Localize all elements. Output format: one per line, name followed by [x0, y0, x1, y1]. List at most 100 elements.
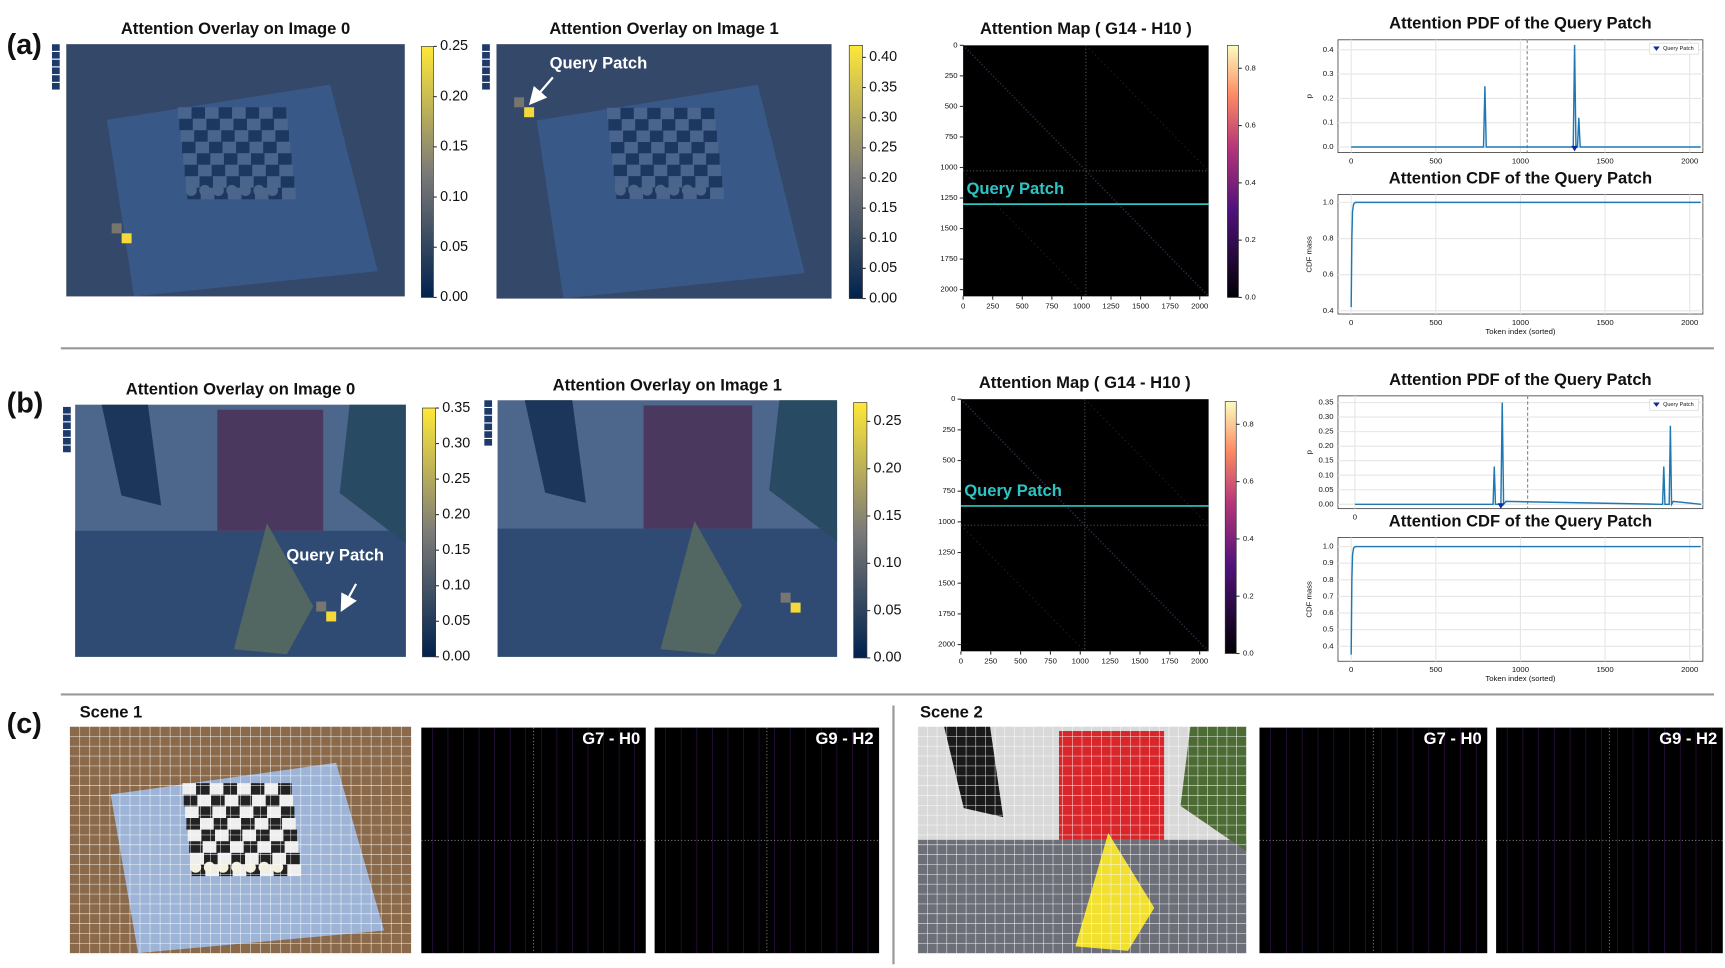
colorbar-tick-label: 0.25: [869, 140, 897, 156]
board-square: [231, 852, 246, 865]
colorbar-tick-label: 0.0: [1245, 292, 1256, 301]
x-tick-label: 1000: [1512, 665, 1529, 674]
image-token-strip: [482, 51, 490, 59]
x-tick-label: 1000: [1512, 156, 1529, 165]
x-tick-label: 1500: [1596, 318, 1613, 327]
y-axis-label: p: [1304, 450, 1313, 454]
y-tick-label: 0.6: [1323, 270, 1334, 279]
board-square: [287, 864, 302, 877]
colorbar: [853, 402, 868, 659]
colorbar-tick-label: 0.4: [1245, 178, 1256, 187]
board-square: [280, 806, 295, 819]
panel-label: (c): [7, 708, 42, 740]
colorbar-tick-label: 0.40: [869, 49, 897, 65]
board-square: [228, 829, 243, 842]
plot-area: [1337, 395, 1704, 510]
board-square: [204, 852, 218, 865]
series-line: [1351, 44, 1701, 148]
colorbar-tick-label: 0.6: [1245, 121, 1256, 130]
colorbar-tick-label: 0.4: [1243, 534, 1254, 543]
image-token-strip: [482, 59, 490, 67]
colorbar-tick-label: 0.20: [869, 170, 897, 186]
image-token-strip: [51, 44, 60, 51]
y-tick-label: 500: [945, 101, 958, 110]
y-tick-label: 0: [951, 394, 955, 403]
board-square: [283, 829, 298, 842]
scene-title: Scene 2: [920, 703, 983, 722]
y-tick-label: 1.0: [1323, 197, 1334, 206]
colorbar: [1224, 401, 1237, 654]
x-tick-label: 1000: [1072, 656, 1089, 665]
y-tick-label: 0.7: [1323, 591, 1334, 600]
board-square: [278, 783, 292, 795]
colorbar: [848, 45, 863, 299]
colorbar-tick-label: 0.20: [442, 506, 470, 522]
colorbar-tick-label: 0.0: [1243, 649, 1254, 658]
legend-label: Query Patch: [1663, 46, 1694, 52]
image-token-strip: [484, 415, 493, 423]
y-tick-label: 1000: [940, 163, 957, 172]
y-tick-label: 250: [942, 425, 955, 434]
annotation-arrow: [340, 583, 358, 613]
colorbar: [422, 407, 437, 658]
series-line: [1350, 545, 1701, 655]
board-square: [268, 818, 283, 830]
annotation: Query Patch: [550, 54, 648, 73]
x-tick-label: 0: [1353, 513, 1357, 522]
piece: [190, 861, 202, 873]
board-square: [197, 794, 212, 807]
image-token-strip: [63, 406, 71, 414]
colorbar-tick-label: 0.05: [874, 602, 902, 618]
y-tick-label: 0.35: [1318, 398, 1333, 407]
board-square: [253, 806, 268, 819]
y-tick-label: 0.5: [1323, 625, 1334, 634]
y-tick-label: 0.25: [1318, 427, 1333, 436]
board-square: [267, 806, 281, 819]
board-square: [230, 841, 244, 853]
diagonal: [1085, 44, 1210, 172]
board-square: [227, 818, 242, 830]
colorbar-tick-label: 0.15: [442, 542, 470, 558]
chart-title: Attention Overlay on Image 1: [549, 19, 778, 38]
x-tick-label: 0: [959, 656, 963, 665]
board-square: [186, 818, 201, 830]
image-token-strip: [484, 408, 493, 415]
query-patch: [326, 611, 337, 622]
colorbar-tick-label: 0.25: [442, 471, 470, 487]
board-square: [284, 841, 299, 853]
board-square: [202, 841, 217, 853]
colorbar-tick-label: 0.05: [869, 260, 897, 276]
x-tick-label: 500: [1429, 156, 1442, 165]
image-token-strip: [482, 82, 490, 90]
x-tick-label: 1500: [1596, 156, 1613, 165]
board-square: [224, 794, 239, 807]
board-square: [279, 794, 294, 807]
colorbar-tick-label: 0.00: [442, 649, 470, 665]
query-patch: [316, 601, 327, 612]
colorbar-tick-label: 0.15: [440, 139, 468, 155]
y-tick-label: 2000: [940, 285, 957, 294]
colorbar-tick-label: 0.2: [1243, 591, 1254, 600]
x-tick-label: 2000: [1681, 318, 1698, 327]
image-token-strip: [51, 59, 60, 67]
board-square: [269, 829, 284, 842]
board-square: [209, 783, 224, 795]
head-label: G7 - H0: [1424, 729, 1482, 748]
query-patch: [111, 223, 122, 234]
y-tick-label: 0.8: [1323, 575, 1334, 584]
image-token-strip: [51, 75, 60, 82]
piece: [217, 861, 229, 873]
image-token-strip: [482, 75, 490, 82]
x-tick-label: 500: [1429, 318, 1442, 327]
query-patch: [121, 233, 132, 244]
x-tick-label: 250: [984, 656, 997, 665]
board-square: [265, 794, 280, 807]
figure-body: (a) (b) (c) Attention Overlay on Image 0…: [7, 14, 1723, 965]
coat: [944, 726, 1004, 818]
legend-box: [1649, 42, 1699, 55]
colorbar-tick-label: 0.8: [1243, 419, 1254, 428]
x-tick-label: 2000: [1191, 656, 1208, 665]
x-tick-label: 500: [1016, 301, 1029, 310]
board-square: [201, 829, 216, 842]
